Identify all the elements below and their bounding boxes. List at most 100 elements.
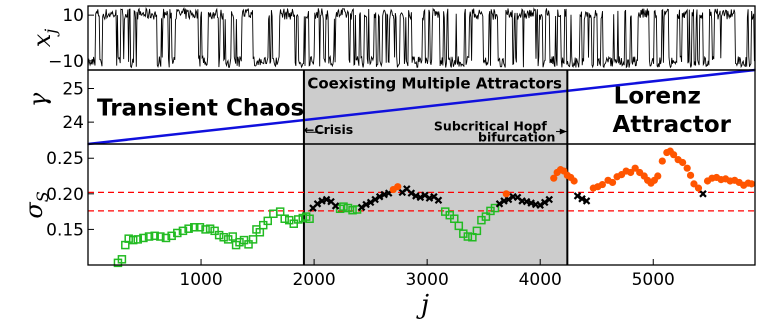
point-square <box>150 231 159 241</box>
point-circle <box>686 171 695 179</box>
point-square <box>117 255 127 264</box>
point-square <box>294 215 303 224</box>
point-square <box>490 203 500 213</box>
middle-ylabel: γ <box>24 92 52 107</box>
point-circle <box>598 180 606 189</box>
point-cross <box>421 191 429 200</box>
point-cross <box>416 193 425 202</box>
top-ytick-label: 10 <box>62 6 84 26</box>
bottom-panel: 0.25 0.20 0.15 1000 2000 3000 4000 5000 <box>46 147 756 290</box>
point-cross <box>313 200 322 208</box>
point-square <box>244 240 253 249</box>
top-ytick-label: −10 <box>48 52 84 72</box>
point-square <box>481 212 491 221</box>
bottom-xtick-label: 1000 <box>179 270 222 290</box>
annotation-5: Subcritical Hopf <box>434 119 547 134</box>
point-square <box>280 214 289 223</box>
point-square <box>348 205 357 215</box>
point-cross <box>540 198 549 207</box>
bottom-ytick-label: 0.15 <box>46 220 84 240</box>
point-square <box>195 223 205 232</box>
signal-line <box>87 6 755 69</box>
hopf-arrow-head <box>559 128 567 135</box>
point-circle <box>550 174 558 182</box>
point-square <box>190 223 199 232</box>
panel-frame-2 <box>87 143 756 266</box>
annotation-3: Attractor <box>613 112 732 138</box>
point-cross <box>578 195 586 203</box>
point-square <box>173 228 182 238</box>
middle-ytick-label: 25 <box>62 80 84 100</box>
point-square <box>248 235 258 244</box>
point-cross <box>699 190 707 198</box>
bottom-ytick-label: 0.20 <box>46 185 84 205</box>
point-cross <box>434 196 443 205</box>
annotation-6: bifurcation <box>478 130 555 145</box>
middle-ytick-label: 24 <box>62 113 84 133</box>
point-square <box>201 225 210 234</box>
point-cross <box>322 195 331 204</box>
point-square <box>275 207 285 216</box>
shaded-region <box>303 70 568 265</box>
annotation-4: ←Crisis <box>304 122 353 137</box>
point-cross <box>371 195 379 204</box>
point-cross <box>545 195 554 204</box>
point-circle <box>394 183 402 191</box>
point-circle <box>502 190 510 198</box>
annotation-2: Lorenz <box>614 84 701 110</box>
point-square <box>343 203 353 213</box>
point-square <box>219 232 228 242</box>
point-square <box>239 235 249 245</box>
point-square <box>339 202 348 211</box>
point-cross <box>582 197 591 205</box>
panel-frames <box>87 5 756 266</box>
point-cross <box>536 201 544 209</box>
point-circle <box>608 178 617 187</box>
point-circle <box>627 168 635 177</box>
point-square <box>263 216 273 226</box>
point-cross <box>504 195 513 204</box>
point-square <box>144 232 154 241</box>
point-square <box>210 226 219 236</box>
point-square <box>258 220 268 230</box>
point-circle <box>631 164 639 172</box>
point-cross <box>495 200 504 208</box>
point-square <box>124 234 133 243</box>
point-square <box>139 233 148 243</box>
point-cross <box>357 203 366 212</box>
point-square <box>128 235 138 245</box>
point-square <box>184 224 193 233</box>
point-square <box>133 235 142 244</box>
top-panel: 10 −10 <box>48 6 755 72</box>
point-cross <box>331 202 340 210</box>
point-square <box>468 232 477 242</box>
annotation-1: Coexisting Multiple Attractors <box>307 75 562 93</box>
point-circle <box>670 151 678 159</box>
point-circle <box>570 177 578 185</box>
point-square <box>214 230 224 240</box>
point-square <box>205 224 215 233</box>
point-circle <box>654 172 662 180</box>
shaded-regions <box>303 70 568 265</box>
point-cross <box>573 192 582 200</box>
point-square <box>472 226 482 236</box>
bottom-xtick-label: 5000 <box>632 270 675 290</box>
bottom-ylabel: σS <box>20 191 52 218</box>
point-square <box>450 214 459 223</box>
point-square <box>305 214 314 223</box>
point-cross <box>407 189 416 197</box>
gamma-line <box>87 68 756 146</box>
point-square <box>235 237 244 247</box>
point-cross <box>366 198 375 207</box>
point-circle <box>690 180 698 188</box>
point-circle <box>683 164 691 172</box>
point-circle <box>748 180 756 188</box>
point-square <box>156 232 165 241</box>
annotation-0: Transient Chaos <box>97 95 304 121</box>
bottom-xtick-label: 4000 <box>519 270 562 290</box>
point-square <box>463 232 473 241</box>
point-circle <box>658 157 666 165</box>
point-square <box>454 221 464 231</box>
